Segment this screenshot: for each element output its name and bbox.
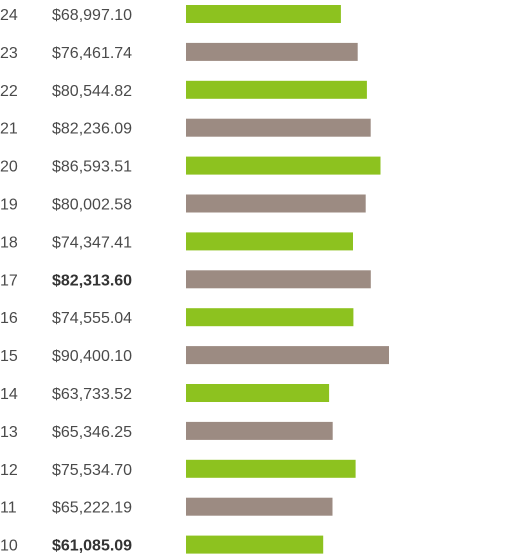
bar <box>186 270 371 289</box>
bar <box>186 308 354 327</box>
value-label: $68,997.10 <box>52 7 132 24</box>
row-number-label: 21 <box>0 121 18 138</box>
row-number-label: 23 <box>0 45 18 62</box>
bar <box>186 5 341 23</box>
bar <box>186 346 389 365</box>
bar <box>186 497 333 516</box>
value-label: $74,555.04 <box>52 310 132 327</box>
value-label: $82,313.60 <box>52 272 132 289</box>
row-number-label: 10 <box>0 538 18 554</box>
value-label: $82,236.09 <box>52 121 132 138</box>
value-label: $76,461.74 <box>52 45 132 62</box>
value-label: $90,400.10 <box>52 348 132 365</box>
value-label: $80,544.82 <box>52 83 132 100</box>
row-number-label: 20 <box>0 159 18 176</box>
bar <box>186 156 381 175</box>
chart-rows: 24 $68,997.10 23 $76,461.74 22 $80,544.82 21 $8… <box>0 5 389 554</box>
row-number-label: 14 <box>0 386 18 403</box>
bar <box>186 42 358 61</box>
row-number-label: 24 <box>0 7 18 24</box>
row-number-label: 15 <box>0 348 18 365</box>
bar <box>186 194 366 213</box>
value-label: $63,733.52 <box>52 386 132 403</box>
row-number-label: 13 <box>0 424 18 441</box>
value-label: $65,346.25 <box>52 424 132 441</box>
row-number-label: 18 <box>0 234 18 251</box>
row-number-label: 17 <box>0 272 18 289</box>
row-number-label: 22 <box>0 83 18 100</box>
bar <box>186 80 367 99</box>
bar <box>186 118 371 137</box>
value-label: $86,593.51 <box>52 159 132 176</box>
row-number-label: 11 <box>0 500 17 517</box>
row-number-label: 16 <box>0 310 18 327</box>
value-label: $61,085.09 <box>52 538 132 554</box>
value-label: $80,002.58 <box>52 197 132 214</box>
bar <box>186 535 324 554</box>
value-label: $65,222.19 <box>52 500 132 517</box>
row-number-label: 19 <box>0 197 18 214</box>
bar <box>186 232 353 251</box>
bar <box>186 384 330 402</box>
bar <box>186 459 356 478</box>
bar <box>186 421 333 440</box>
value-label: $75,534.70 <box>52 462 132 479</box>
value-label: $74,347.41 <box>52 234 132 251</box>
row-number-label: 12 <box>0 462 18 479</box>
